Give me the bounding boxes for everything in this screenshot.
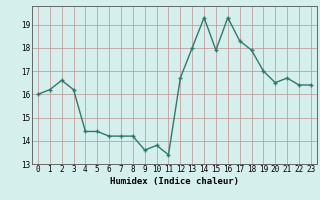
- X-axis label: Humidex (Indice chaleur): Humidex (Indice chaleur): [110, 177, 239, 186]
